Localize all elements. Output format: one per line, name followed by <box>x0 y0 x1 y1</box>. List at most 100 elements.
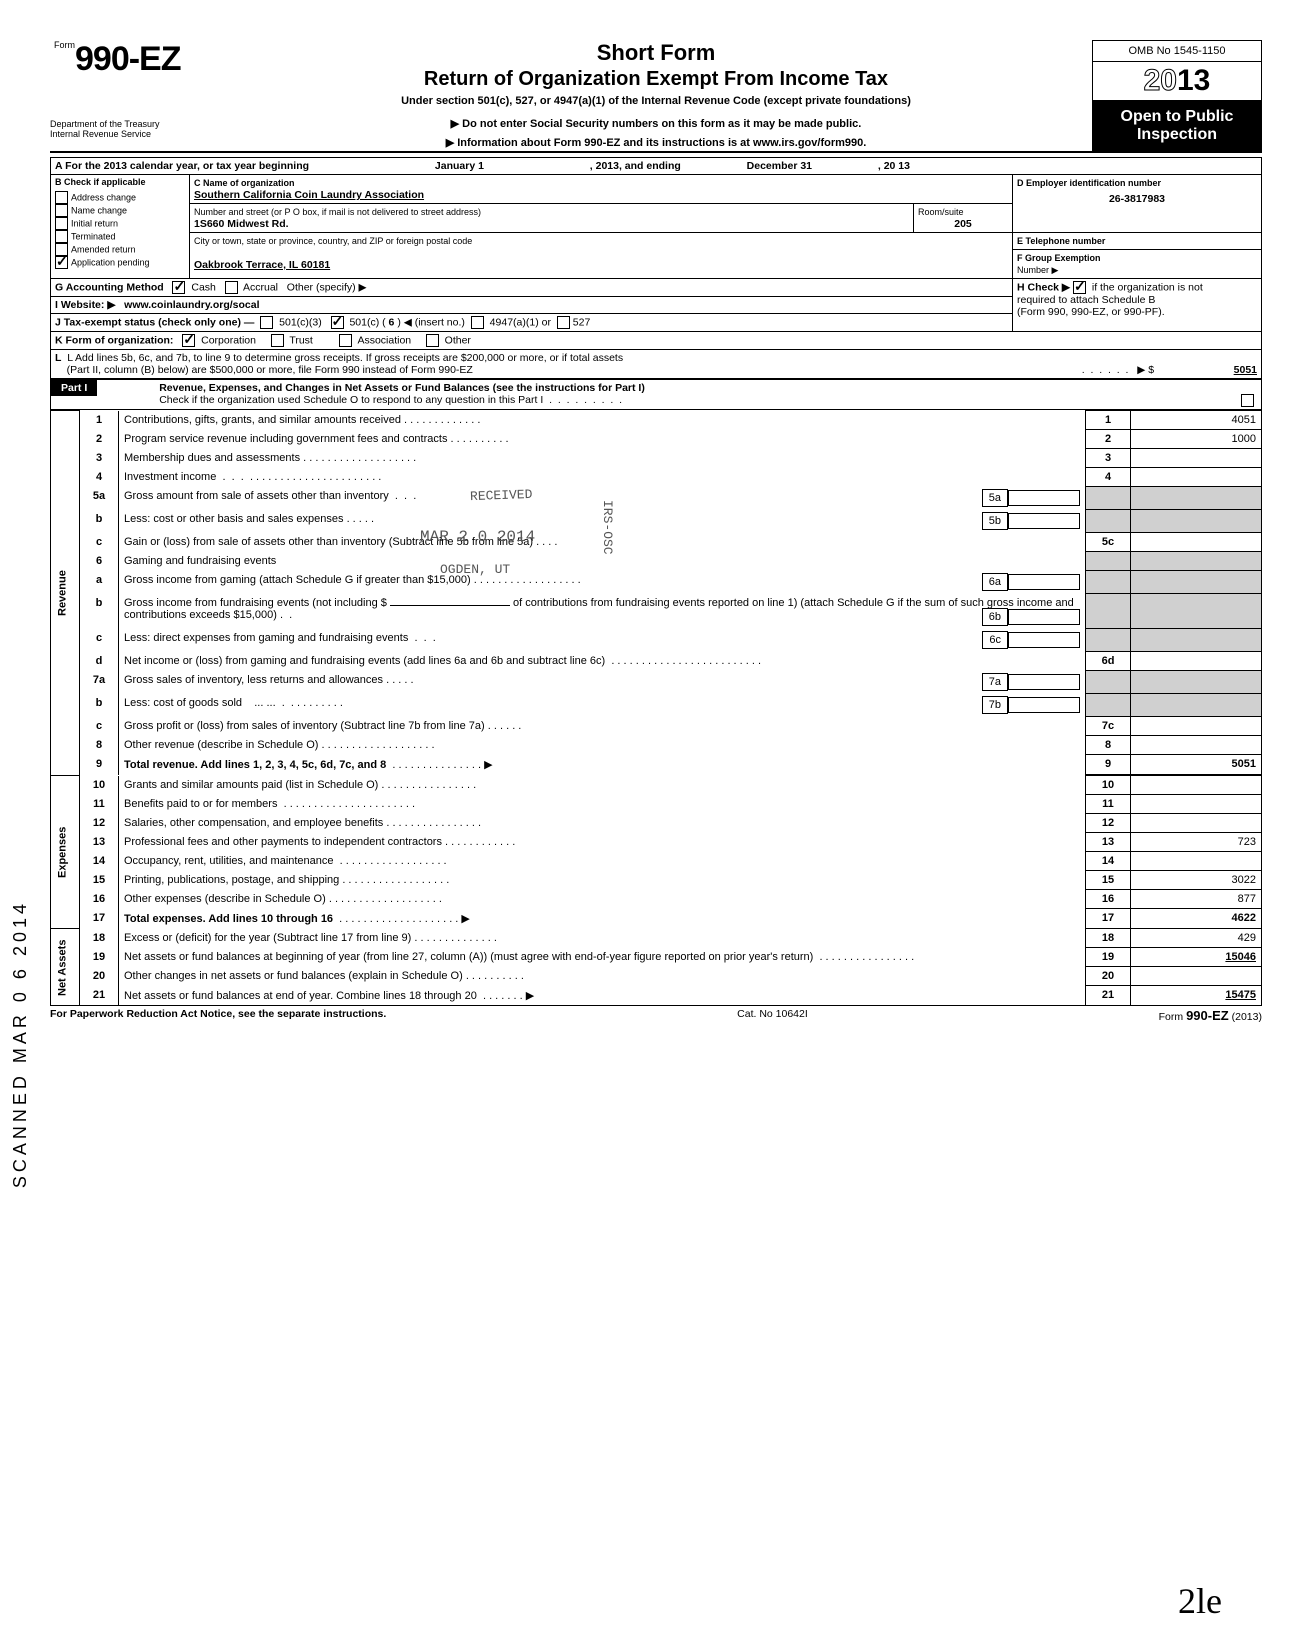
l18-box: 18 <box>1086 929 1131 948</box>
l-text2: (Part II, column (B) below) are $500,000… <box>67 364 473 376</box>
l5b-shade1 <box>1086 510 1131 533</box>
k-other: Other <box>445 334 471 346</box>
omb-number: OMB No 1545-1150 <box>1092 40 1262 62</box>
subtitle: Under section 501(c), 527, or 4947(a)(1)… <box>240 95 1072 107</box>
l5b-innerval <box>1008 513 1080 529</box>
i-label: I Website: ▶ <box>55 299 115 311</box>
website: www.coinlaundry.org/socal <box>124 299 259 311</box>
l16-val: 877 <box>1131 890 1262 909</box>
l21-desc: Net assets or fund balances at end of ye… <box>119 986 1086 1006</box>
cb-pending[interactable] <box>55 256 68 269</box>
row-k: K Form of organization: Corporation Trus… <box>51 332 1262 350</box>
l12-desc: Salaries, other compensation, and employ… <box>119 814 1086 833</box>
cb-corp[interactable] <box>182 334 195 347</box>
l14-num: 14 <box>80 852 119 871</box>
l6c-num: c <box>80 629 119 652</box>
l7b-innerval <box>1008 697 1080 713</box>
cb-other[interactable] <box>426 334 439 347</box>
tax-year: 2013 <box>1092 62 1262 101</box>
l3-val <box>1131 449 1262 468</box>
l20-desc: Other changes in net assets or fund bala… <box>119 967 1086 986</box>
cb-501c[interactable] <box>331 316 344 329</box>
l21-val: 15475 <box>1131 986 1262 1006</box>
l9-val: 5051 <box>1131 755 1262 775</box>
l6b-shade2 <box>1131 594 1262 629</box>
j-501c3: 501(c)(3) <box>279 316 322 328</box>
l16-num: 16 <box>80 890 119 909</box>
city-label: City or town, state or province, country… <box>194 236 472 246</box>
cb-name-change[interactable] <box>55 204 68 217</box>
part1-title-cell: Revenue, Expenses, and Changes in Net As… <box>155 380 1261 410</box>
l6-num: 6 <box>80 552 119 571</box>
section-revenue: Revenue <box>51 411 80 776</box>
room-label: Room/suite <box>918 207 964 217</box>
l4-val <box>1131 468 1262 487</box>
l5c-box: 5c <box>1086 533 1131 552</box>
l16-box: 16 <box>1086 890 1131 909</box>
g-other: Other (specify) ▶ <box>287 281 367 293</box>
org-name: Southern California Coin Laundry Associa… <box>194 189 424 201</box>
l10-box: 10 <box>1086 776 1131 795</box>
l7c-num: c <box>80 717 119 736</box>
l1-num: 1 <box>80 411 119 430</box>
l7a-shade1 <box>1086 671 1131 694</box>
l1-box: 1 <box>1086 411 1131 430</box>
h-label: H Check ▶ <box>1017 281 1070 293</box>
title-return: Return of Organization Exempt From Incom… <box>240 68 1072 91</box>
l4-desc: Investment income . . . . . . . . . . . … <box>119 468 1086 487</box>
l6a-box: 6a <box>982 573 1008 591</box>
j-4947: 4947(a)(1) or <box>490 316 551 328</box>
l7c-desc: Gross profit or (loss) from sales of inv… <box>119 717 1086 736</box>
cb-part1-scho[interactable] <box>1241 394 1254 407</box>
e-label: E Telephone number <box>1017 236 1105 246</box>
cb-assoc[interactable] <box>339 334 352 347</box>
l2-val: 1000 <box>1131 430 1262 449</box>
cb-trust[interactable] <box>271 334 284 347</box>
part1-title: Revenue, Expenses, and Changes in Net As… <box>159 382 645 394</box>
l11-val <box>1131 795 1262 814</box>
g-label: G Accounting Method <box>55 281 164 293</box>
l7a-desc: Gross sales of inventory, less returns a… <box>119 671 1086 694</box>
cb-h[interactable] <box>1073 281 1086 294</box>
cb-501c3[interactable] <box>260 316 273 329</box>
l16-desc: Other expenses (describe in Schedule O) … <box>119 890 1086 909</box>
l5a-num: 5a <box>80 487 119 510</box>
cb-527[interactable] <box>557 316 570 329</box>
l7a-innerval <box>1008 674 1080 690</box>
l20-box: 20 <box>1086 967 1131 986</box>
l17-desc: Total expenses. Add lines 10 through 16 … <box>119 909 1086 929</box>
l13-box: 13 <box>1086 833 1131 852</box>
cb-initial[interactable] <box>55 217 68 230</box>
a-end: December 31 <box>747 160 812 172</box>
l6c-innerval <box>1008 632 1080 648</box>
l19-desc: Net assets or fund balances at beginning… <box>119 948 1086 967</box>
cb-4947[interactable] <box>471 316 484 329</box>
l4-box: 4 <box>1086 468 1131 487</box>
d-label: D Employer identification number <box>1017 178 1161 188</box>
row-g: G Accounting Method Cash Accrual Other (… <box>51 279 1013 297</box>
city-cell: City or town, state or province, country… <box>190 233 1013 279</box>
l10-desc: Grants and similar amounts paid (list in… <box>119 776 1086 795</box>
cb-address-change[interactable] <box>55 191 68 204</box>
j-527: 527 <box>573 316 591 328</box>
l6a-num: a <box>80 571 119 594</box>
a-begin: January 1 <box>435 160 484 172</box>
cb-cash[interactable] <box>172 281 185 294</box>
year-bold: 13 <box>1177 64 1210 97</box>
l13-desc: Professional fees and other payments to … <box>119 833 1086 852</box>
l15-box: 15 <box>1086 871 1131 890</box>
l6b-shade1 <box>1086 594 1131 629</box>
l12-num: 12 <box>80 814 119 833</box>
l5a-box: 5a <box>982 489 1008 507</box>
b-amended: Amended return <box>71 244 136 254</box>
cb-accrual[interactable] <box>225 281 238 294</box>
arrow-ssn: ▶ Do not enter Social Security numbers o… <box>240 117 1072 130</box>
l-val: 5051 <box>1157 364 1257 376</box>
dept-treasury: Department of the Treasury Internal Reve… <box>50 117 220 141</box>
l3-num: 3 <box>80 449 119 468</box>
cb-terminated[interactable] <box>55 230 68 243</box>
l5a-shade1 <box>1086 487 1131 510</box>
l6a-shade2 <box>1131 571 1262 594</box>
l6a-innerval <box>1008 574 1080 590</box>
l7a-num: 7a <box>80 671 119 694</box>
